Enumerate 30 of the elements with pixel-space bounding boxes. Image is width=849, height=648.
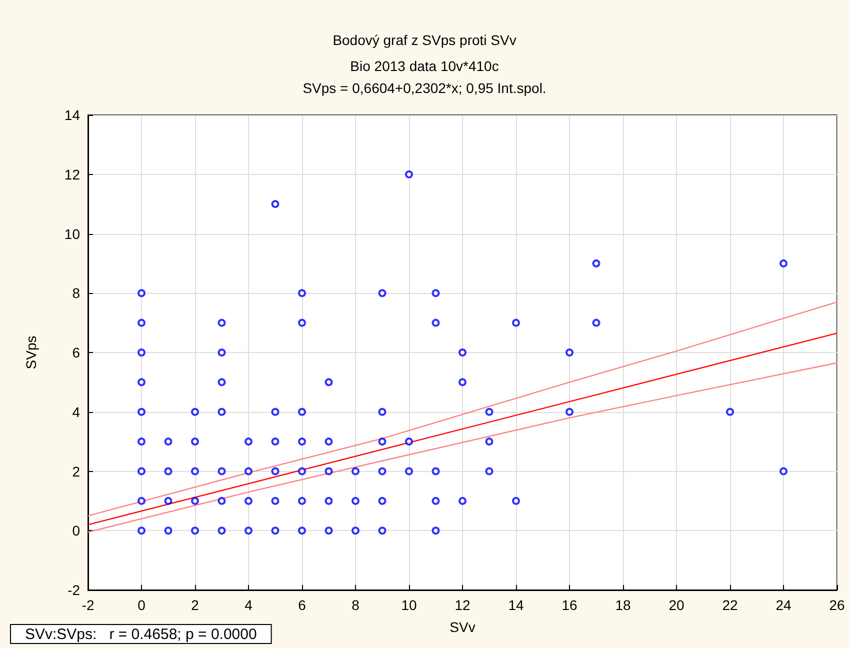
x-tick-label: 22 [722, 597, 738, 613]
x-tick-label: 12 [454, 597, 470, 613]
x-tick-label: 16 [562, 597, 578, 613]
x-tick-label: 2 [191, 597, 200, 613]
y-tick-label: 10 [64, 226, 80, 242]
x-tick-label: 6 [298, 597, 306, 613]
y-tick-label: 6 [72, 344, 80, 360]
x-tick-label: 14 [508, 597, 524, 613]
x-tick-label: 18 [615, 597, 631, 613]
y-tick-label: 12 [64, 166, 80, 182]
x-tick-label: 10 [401, 597, 417, 613]
x-tick-label: 0 [138, 597, 146, 613]
y-tick-label: -2 [68, 582, 80, 598]
line-series [87, 362, 838, 533]
y-tick-label: 4 [72, 404, 80, 420]
chart-subtitle: Bio 2013 data 10v*410c SVps = 0,6604+0,2302*x; 0,95 Int.spol. [302, 58, 546, 96]
y-axis-title: SVps [23, 336, 39, 370]
line-series [87, 301, 838, 516]
x-tick-label: 4 [244, 597, 253, 613]
x-tick-label: 26 [829, 597, 845, 613]
x-tick-label: 20 [668, 597, 684, 613]
x-tick-label: 24 [776, 597, 792, 613]
y-tick-label: 0 [72, 522, 80, 539]
y-tick-label: 2 [72, 463, 80, 480]
text: SVv:SVps: r = 0.4658; p = 0.0000 [25, 626, 257, 643]
x-axis-title: SVv [450, 619, 476, 635]
y-tick-label: 14 [64, 107, 80, 123]
x-tick-label: 8 [352, 597, 360, 613]
chart-title: Bodový graf z SVps proti SVv [332, 32, 516, 48]
y-tick-label: 8 [72, 285, 80, 302]
